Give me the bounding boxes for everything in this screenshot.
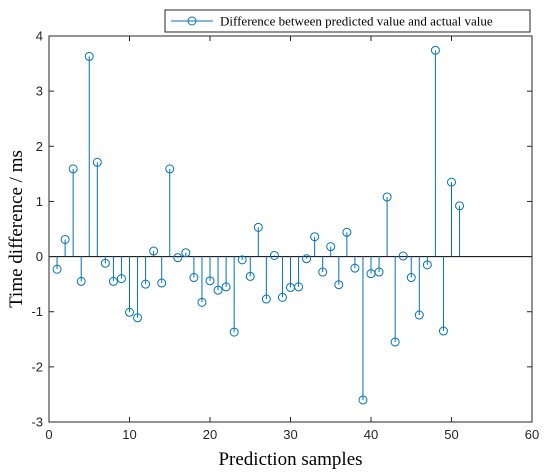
y-tick-label: 4 [36, 29, 43, 44]
stem-marker [173, 253, 183, 263]
stem-marker [141, 279, 151, 289]
y-tick-label: -1 [31, 304, 43, 319]
stem-marker [157, 278, 167, 288]
y-tick-label: -3 [31, 415, 43, 430]
stem-marker [326, 242, 336, 252]
stem-marker [237, 255, 247, 265]
stem-marker [302, 254, 312, 264]
x-tick-label: 40 [364, 427, 378, 442]
x-tick-label: 10 [122, 427, 136, 442]
stem-marker [294, 282, 304, 292]
stem-marker [197, 297, 207, 307]
stem-marker [310, 232, 320, 242]
stem-marker [84, 51, 94, 61]
y-tick-label: -2 [31, 359, 43, 374]
stem-marker [253, 222, 263, 232]
stem-marker [358, 395, 368, 405]
axes-layer: 0 10 20 30 40 50 60 -3 -2 -1 0 1 2 3 4 Prediction sampl… [6, 29, 539, 471]
stem-marker [422, 260, 432, 270]
legend-label: Difference between predicted value and a… [220, 14, 493, 29]
stem-marker [261, 294, 271, 304]
stem-marker [92, 157, 102, 167]
stem-marker [374, 267, 384, 277]
x-axis-label: Prediction samples [218, 449, 362, 470]
y-axis-label: Time difference / ms [6, 150, 27, 308]
stem-marker [318, 267, 328, 277]
stem-marker [205, 276, 215, 286]
stems-layer [56, 50, 461, 400]
stem-marker [133, 313, 143, 323]
stem-marker [277, 292, 287, 302]
y-tick-label: 0 [36, 249, 43, 264]
stem-marker [100, 258, 110, 268]
stem-marker [52, 264, 62, 274]
stem-marker [414, 310, 424, 320]
stem-marker [149, 246, 159, 256]
stem-marker [382, 192, 392, 202]
x-tick-label: 30 [283, 427, 297, 442]
stem-marker [269, 250, 279, 260]
stem-marker [181, 248, 191, 258]
stem-marker [455, 201, 465, 211]
y-tick-label: 2 [36, 139, 43, 154]
stem-marker [60, 234, 70, 244]
x-tick-label: 60 [525, 427, 539, 442]
stem-marker [350, 263, 360, 273]
stem-marker [245, 271, 255, 281]
x-tick-label: 50 [444, 427, 458, 442]
stem-marker [76, 276, 86, 286]
stem-marker [390, 337, 400, 347]
stem-marker [189, 273, 199, 283]
stem-marker [406, 273, 416, 283]
legend-marker [187, 16, 197, 26]
stem-marker [342, 227, 352, 237]
stem-marker [116, 274, 126, 284]
legend: Difference between predicted value and a… [164, 9, 531, 33]
stem-marker [108, 276, 118, 286]
stem-marker [334, 280, 344, 290]
stem-marker [447, 177, 456, 187]
stem-marker [68, 164, 78, 174]
y-tick-label: 1 [36, 194, 43, 209]
legend-box [164, 9, 531, 33]
stem-marker [221, 282, 231, 292]
stem-marker [125, 307, 134, 317]
stem-marker [229, 327, 239, 337]
markers-layer [52, 45, 465, 405]
stem-marker [165, 164, 175, 174]
stem-marker [438, 326, 448, 336]
y-tick-label: 3 [36, 84, 43, 99]
x-tick-label: 0 [45, 427, 52, 442]
stem-marker [430, 45, 440, 55]
stem-marker [398, 251, 408, 261]
stem-marker [213, 285, 223, 295]
x-tick-label: 20 [203, 427, 217, 442]
